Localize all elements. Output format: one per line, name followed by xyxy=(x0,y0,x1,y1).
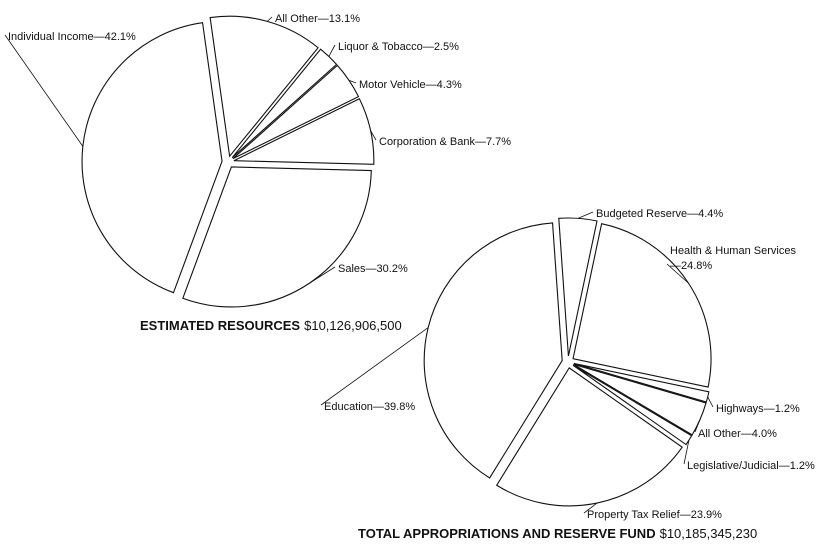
value-label: —2.5% xyxy=(423,41,459,53)
slice-label: Legislative/Judicial—1.2% xyxy=(687,460,815,472)
title: ESTIMATED RESOURCES xyxy=(140,318,300,333)
category-label: Corporation & Bank xyxy=(379,136,475,148)
value-label: —39.8% xyxy=(373,401,415,413)
category-label: Health & Human Services xyxy=(670,245,796,257)
leader-line xyxy=(266,16,273,22)
slice-label: All Other—13.1% xyxy=(275,13,360,25)
value-label: —30.2% xyxy=(366,263,408,275)
pie-slice xyxy=(182,166,372,308)
category-label: Motor Vehicle xyxy=(359,79,426,91)
slice-label: Property Tax Relief—23.9% xyxy=(587,509,722,521)
value-label: —1.2% xyxy=(764,403,800,415)
slice-label: Corporation & Bank—7.7% xyxy=(379,136,511,148)
value-label: —42.1% xyxy=(94,31,136,43)
value-label: —7.7% xyxy=(475,136,511,148)
chart-title: ESTIMATED RESOURCES $10,126,906,500 xyxy=(140,318,402,333)
category-label: Liquor & Tobacco xyxy=(338,41,423,53)
leader-line xyxy=(666,263,689,284)
leader-line xyxy=(694,419,701,433)
slice-label: Liquor & Tobacco—2.5% xyxy=(338,41,459,53)
leader-line xyxy=(683,440,690,465)
slice-label: Sales—30.2% xyxy=(338,263,408,275)
leader-line xyxy=(4,34,84,147)
slice-label: Individual Income—42.1% xyxy=(8,31,136,43)
category-label: Sales xyxy=(338,263,366,275)
subtitle: $10,126,906,500 xyxy=(304,318,402,333)
category-label: Education xyxy=(324,401,373,413)
pie-slice xyxy=(231,48,338,159)
chart-title: TOTAL APPROPRIATIONS AND RESERVE FUND $10… xyxy=(358,526,757,541)
leader-line xyxy=(348,79,357,84)
pie-slice xyxy=(233,97,375,165)
leader-line xyxy=(583,502,598,514)
category-label: All Other xyxy=(275,13,318,25)
category-label: All Other xyxy=(698,428,741,440)
leader-line xyxy=(309,266,336,284)
value-label: —13.1% xyxy=(318,13,360,25)
subtitle: $10,185,345,230 xyxy=(660,526,758,541)
pie-slice xyxy=(232,64,360,160)
slice-label: Motor Vehicle—4.3% xyxy=(359,79,462,91)
leader-line xyxy=(707,396,714,408)
slice-label: Health & Human Services —24.8% xyxy=(670,245,796,272)
value-label: —4.3% xyxy=(426,79,462,91)
slice-label: All Other—4.0% xyxy=(698,428,777,440)
value-label: —4.4% xyxy=(687,208,723,220)
slice-label: Highways—1.2% xyxy=(716,403,800,415)
category-label: Budgeted Reserve xyxy=(596,208,687,220)
leader-line xyxy=(320,327,429,406)
slice-label: Education—39.8% xyxy=(324,401,415,413)
category-label: Highways xyxy=(716,403,764,415)
leader-line xyxy=(370,130,377,141)
category-label: Individual Income xyxy=(8,31,94,43)
value-label: —23.9% xyxy=(680,509,722,521)
slice-label: Budgeted Reserve—4.4% xyxy=(596,208,723,220)
leader-line xyxy=(577,211,594,219)
category-label: Legislative/Judicial xyxy=(687,460,779,472)
leader-line xyxy=(328,44,336,57)
category-label: Property Tax Relief xyxy=(587,509,681,521)
value-label: —1.2% xyxy=(779,460,815,472)
pie-slice xyxy=(573,363,707,436)
value-label: —4.0% xyxy=(741,428,777,440)
value-label: —24.8% xyxy=(670,260,712,272)
title: TOTAL APPROPRIATIONS AND RESERVE FUND xyxy=(358,526,656,541)
